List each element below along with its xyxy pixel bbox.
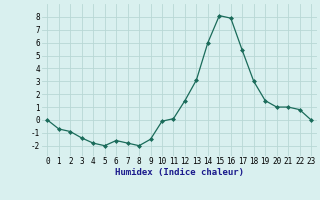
X-axis label: Humidex (Indice chaleur): Humidex (Indice chaleur) — [115, 168, 244, 177]
